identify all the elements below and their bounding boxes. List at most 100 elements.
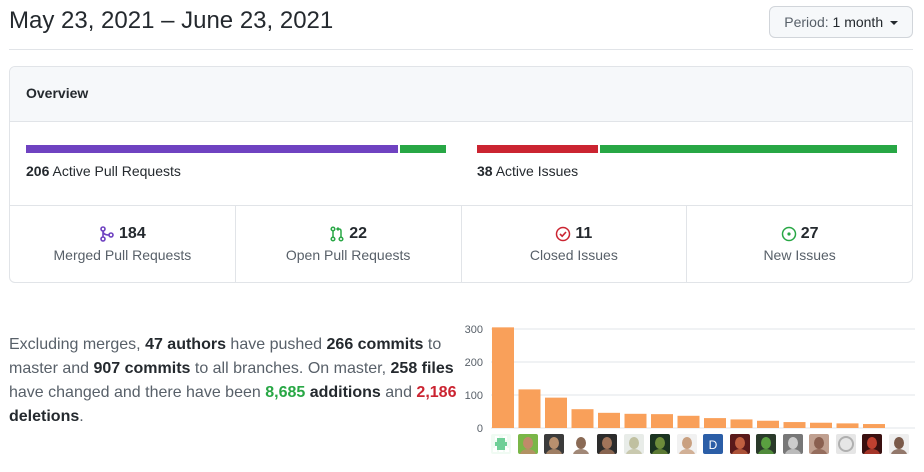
- contributor-commit-bar[interactable]: [571, 409, 594, 428]
- photo-avatar-icon: [623, 434, 644, 454]
- photo-avatar-icon: [756, 434, 776, 454]
- commits-bar-chart: 0 100 200 300: [465, 324, 915, 435]
- merged-pr-count: 184: [119, 225, 146, 242]
- additions-word: additions: [305, 384, 381, 401]
- photo-avatar-icon: [862, 434, 882, 454]
- summary-text-4: to all branches. On master,: [190, 360, 391, 377]
- photo-avatar-icon: [729, 434, 750, 454]
- photo-avatar-icon: [809, 434, 829, 454]
- contributor-commit-bar[interactable]: [704, 418, 726, 428]
- stat-new-issues[interactable]: 27 New Issues: [686, 206, 912, 282]
- closed-issues-segment: [477, 145, 598, 153]
- contributor-commit-bar[interactable]: [757, 420, 779, 428]
- all-branches-commits-count: 907 commits: [93, 360, 191, 377]
- contributor-avatar[interactable]: [835, 434, 856, 454]
- photo-avatar-icon: [544, 434, 564, 454]
- active-pull-requests-label: Active Pull Requests: [52, 163, 181, 179]
- overview-stats: 184 Merged Pull Requests 22 Open Pull Re…: [10, 205, 912, 282]
- period-label: Period:: [784, 14, 829, 30]
- issue-closed-icon: [556, 226, 571, 242]
- contributor-avatar[interactable]: [782, 434, 803, 454]
- open-pr-label: Open Pull Requests: [285, 247, 411, 263]
- contributor-avatar[interactable]: [676, 434, 697, 454]
- photo-avatar-icon: [597, 434, 617, 454]
- photo-avatar-icon: [782, 434, 803, 454]
- contributor-avatar[interactable]: [491, 434, 511, 454]
- page-header: May 23, 2021 – June 23, 2021 Period: 1 m…: [9, 0, 913, 50]
- contributor-commit-bar[interactable]: [651, 414, 673, 428]
- merged-pr-segment: [26, 145, 398, 153]
- contributor-commit-bar[interactable]: [492, 327, 514, 428]
- closed-issues-label: Closed Issues: [529, 247, 618, 263]
- caret-down-icon: [890, 21, 898, 26]
- contributor-commit-bar[interactable]: [783, 422, 806, 428]
- contributor-avatar[interactable]: [650, 434, 670, 454]
- contributor-commit-bar[interactable]: [836, 423, 859, 428]
- new-issues-label: New Issues: [763, 247, 836, 263]
- photo-avatar-icon: [888, 434, 909, 454]
- overview-title: Overview: [26, 85, 89, 101]
- photo-avatar-icon: [570, 434, 591, 454]
- y-tick-label: 200: [465, 357, 483, 369]
- merge-icon: [100, 226, 114, 242]
- contributor-commit-bar[interactable]: [545, 397, 567, 428]
- new-issues-segment: [600, 145, 897, 153]
- authors-count: 47 authors: [145, 336, 226, 353]
- contributor-avatar[interactable]: [597, 434, 617, 454]
- contributor-avatar[interactable]: [570, 434, 591, 454]
- contributor-avatar[interactable]: [544, 434, 564, 454]
- contributor-commit-bar[interactable]: [730, 419, 753, 428]
- summary-text-2: have pushed: [225, 336, 327, 353]
- master-commits-count: 266 commits: [326, 336, 424, 353]
- contributor-avatar[interactable]: [862, 434, 882, 454]
- stat-open-pull-requests[interactable]: 22 Open Pull Requests: [234, 206, 461, 282]
- contributor-commit-bar[interactable]: [518, 389, 541, 428]
- new-issues-count: 27: [800, 225, 819, 242]
- deletions-count: 2,186: [416, 384, 457, 401]
- contributor-commit-bar[interactable]: [598, 412, 620, 428]
- summary-text-6: and: [380, 384, 417, 401]
- stat-merged-pull-requests[interactable]: 184 Merged Pull Requests: [10, 206, 235, 282]
- contributor-avatar[interactable]: [888, 434, 909, 454]
- pull-request-icon: [330, 226, 344, 242]
- period-value: 1 month: [832, 14, 884, 30]
- contributor-commit-bar[interactable]: [863, 424, 885, 428]
- contributor-commit-bar[interactable]: [810, 422, 832, 428]
- closed-issues-count: 11: [575, 225, 593, 242]
- period-select-button[interactable]: Period: 1 month: [769, 6, 913, 38]
- contributor-avatar[interactable]: [756, 434, 776, 454]
- active-issues-summary[interactable]: 38 Active Issues: [477, 163, 578, 179]
- commit-summary: Excluding merges, 47 authors have pushed…: [9, 333, 459, 429]
- deletions-word: deletions: [9, 408, 80, 425]
- active-pull-requests-summary[interactable]: 206 Active Pull Requests: [26, 163, 181, 179]
- contributor-avatar[interactable]: D: [703, 434, 723, 454]
- summary-text-5: have changed and there have been: [9, 384, 266, 401]
- contributor-commit-bar[interactable]: [624, 413, 647, 428]
- contributor-commit-bar[interactable]: [677, 415, 700, 428]
- photo-avatar-icon: [517, 434, 538, 454]
- contributor-avatar[interactable]: [809, 434, 829, 454]
- contributor-avatar[interactable]: [729, 434, 750, 454]
- active-issues-label: Active Issues: [495, 163, 579, 179]
- merged-pr-label: Merged Pull Requests: [53, 247, 192, 263]
- issue-opened-icon: [781, 226, 796, 242]
- y-tick-label: 0: [477, 423, 483, 432]
- pixel-avatar-icon: [491, 434, 511, 454]
- letter-avatar-icon: D: [703, 434, 723, 454]
- issues-progress-bar: [477, 145, 897, 153]
- open-pr-segment: [400, 145, 446, 153]
- date-range-title: May 23, 2021 – June 23, 2021: [9, 7, 334, 34]
- photo-avatar-icon: [650, 434, 670, 454]
- overview-panel: Overview 206 Active Pull Requests 38 Act…: [9, 66, 913, 283]
- contributor-avatar[interactable]: [623, 434, 644, 454]
- github-avatar-icon: [835, 434, 856, 454]
- y-tick-label: 300: [465, 324, 483, 336]
- summary-text-1: Excluding merges,: [9, 336, 146, 353]
- files-changed-count: 258 files: [390, 360, 454, 377]
- contributors-chart: 0 100 200 300: [460, 318, 916, 472]
- contributor-avatar[interactable]: [517, 434, 538, 454]
- open-pr-count: 22: [349, 225, 368, 242]
- photo-avatar-icon: [676, 434, 697, 454]
- stat-closed-issues[interactable]: 11 Closed Issues: [460, 206, 687, 282]
- active-pull-requests-count: 206: [26, 163, 50, 179]
